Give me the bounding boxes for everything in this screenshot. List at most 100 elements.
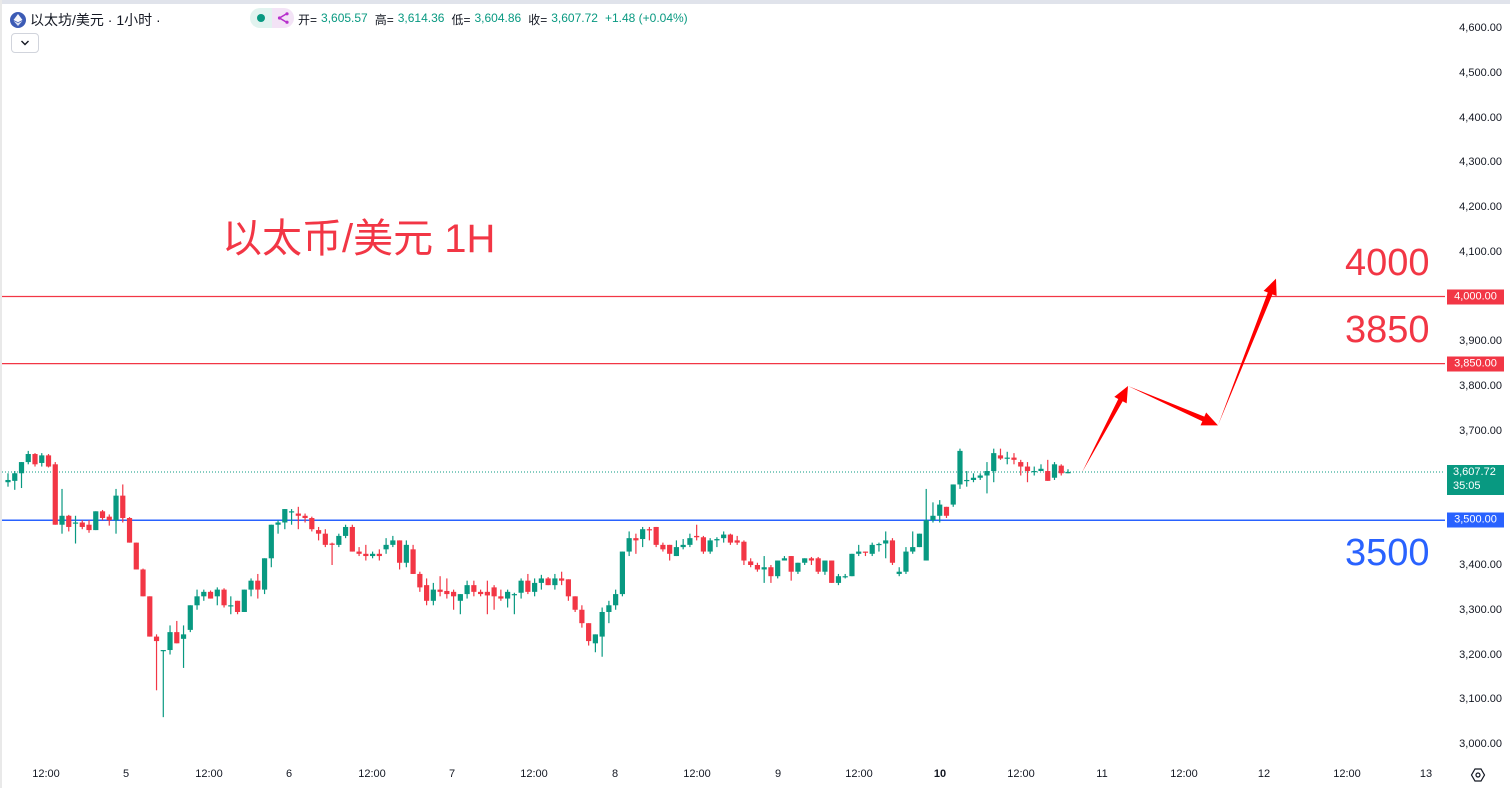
candle[interactable] <box>538 574 544 590</box>
candle[interactable] <box>66 514 72 532</box>
candle[interactable] <box>505 589 511 608</box>
candle[interactable] <box>606 600 612 624</box>
candle[interactable] <box>754 562 761 572</box>
candle[interactable] <box>261 558 268 595</box>
candle[interactable] <box>694 524 700 541</box>
candle[interactable] <box>977 473 983 480</box>
candle[interactable] <box>214 587 220 606</box>
settings-icon[interactable] <box>1470 767 1486 783</box>
candle[interactable] <box>288 509 295 525</box>
candle[interactable] <box>255 573 261 599</box>
candle[interactable] <box>991 448 997 483</box>
candle[interactable] <box>221 588 227 608</box>
candle[interactable] <box>802 558 808 565</box>
candle[interactable] <box>430 582 436 606</box>
candle[interactable] <box>910 531 916 554</box>
candle[interactable] <box>714 537 720 548</box>
collapse-legend-button[interactable] <box>11 33 39 53</box>
candle[interactable] <box>410 544 416 574</box>
candle[interactable] <box>997 448 1004 460</box>
candle[interactable] <box>126 517 133 543</box>
candle[interactable] <box>12 471 18 490</box>
candle[interactable] <box>342 524 349 539</box>
candle[interactable] <box>471 580 477 597</box>
candle[interactable] <box>937 500 943 523</box>
candle[interactable] <box>565 579 571 601</box>
candle[interactable] <box>113 488 119 534</box>
candle[interactable] <box>376 549 382 561</box>
candle[interactable] <box>5 473 11 487</box>
candle[interactable] <box>491 585 497 610</box>
candle[interactable] <box>25 450 31 465</box>
candle[interactable] <box>322 529 328 548</box>
candle[interactable] <box>295 506 301 530</box>
candle[interactable] <box>613 589 619 610</box>
candle[interactable] <box>640 526 646 548</box>
candle[interactable] <box>140 568 146 597</box>
candle[interactable] <box>896 567 902 577</box>
candle[interactable] <box>396 540 403 570</box>
candle[interactable] <box>586 623 592 646</box>
candle[interactable] <box>761 556 767 583</box>
candle[interactable] <box>93 511 99 531</box>
candle[interactable] <box>1058 464 1064 476</box>
candle[interactable] <box>234 600 241 615</box>
candle[interactable] <box>957 448 963 489</box>
candle[interactable] <box>862 551 869 557</box>
candle[interactable] <box>437 576 443 597</box>
candle[interactable] <box>883 531 889 559</box>
candle[interactable] <box>180 625 187 668</box>
candle[interactable] <box>673 540 680 557</box>
candle[interactable] <box>700 535 707 554</box>
candle[interactable] <box>167 625 173 655</box>
candle[interactable] <box>511 592 517 615</box>
candle[interactable] <box>1045 459 1051 481</box>
candle[interactable] <box>680 539 686 550</box>
candle[interactable] <box>829 560 835 583</box>
candle[interactable] <box>18 462 25 489</box>
candle[interactable] <box>667 544 673 561</box>
candle[interactable] <box>660 542 666 552</box>
candle[interactable] <box>559 571 565 586</box>
candle[interactable] <box>903 547 909 574</box>
candle[interactable] <box>1031 466 1037 476</box>
candle[interactable] <box>315 526 322 541</box>
candle[interactable] <box>1038 464 1044 472</box>
candle[interactable] <box>99 509 106 521</box>
candle[interactable] <box>964 471 970 487</box>
price-axis[interactable]: 4,600.00 4,500.00 4,400.00 4,300.00 4,200.00… <box>1440 0 1510 788</box>
candle[interactable] <box>748 558 754 568</box>
candle[interactable] <box>619 551 625 597</box>
candle[interactable] <box>52 462 58 525</box>
chart-annotation-title[interactable]: 以太币/美元 1H <box>222 217 496 261</box>
candle[interactable] <box>930 502 936 523</box>
candle[interactable] <box>349 524 355 552</box>
candle[interactable] <box>869 542 875 557</box>
candlestick-chart[interactable] <box>0 0 1445 765</box>
candle[interactable] <box>707 538 713 554</box>
candle[interactable] <box>525 573 531 595</box>
candle[interactable] <box>788 556 794 581</box>
candle[interactable] <box>356 547 362 557</box>
candle[interactable] <box>552 573 558 590</box>
candle[interactable] <box>727 533 734 545</box>
candle[interactable] <box>484 580 490 615</box>
candle[interactable] <box>275 520 281 534</box>
candle[interactable] <box>309 516 315 532</box>
candle[interactable] <box>478 589 484 597</box>
projection-arrow-icon[interactable] <box>1218 278 1277 426</box>
candle[interactable] <box>984 462 990 494</box>
candle[interactable] <box>39 453 45 467</box>
candle[interactable] <box>228 596 234 615</box>
candle[interactable] <box>795 562 801 574</box>
candle[interactable] <box>417 571 423 592</box>
candle[interactable] <box>403 540 409 568</box>
market-open-status-icon[interactable] <box>250 8 272 28</box>
candle[interactable] <box>592 634 598 653</box>
candle[interactable] <box>106 514 112 526</box>
candle[interactable] <box>1011 453 1017 465</box>
candle[interactable] <box>444 578 450 599</box>
candle[interactable] <box>721 531 727 543</box>
candle[interactable] <box>120 484 126 523</box>
candle[interactable] <box>849 553 855 577</box>
